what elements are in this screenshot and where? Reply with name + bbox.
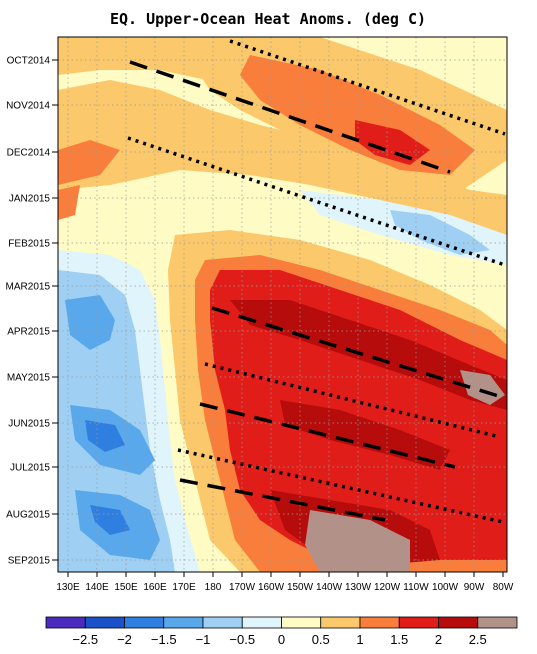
colorbar-label: −0.5: [229, 632, 255, 647]
colorbar-label: 1.5: [390, 632, 408, 647]
colorbar: −2.5 −2 −1.5 −1 −0.5 0 0.5 1 1.5 2 2.5: [45, 616, 518, 647]
x-tick-label: 170W: [229, 582, 256, 593]
colorbar-swatch: [124, 616, 165, 629]
dashed-line-4: [179, 478, 386, 522]
y-tick-label: NOV2014: [6, 101, 50, 112]
colorbar-swatch: [241, 616, 282, 629]
colorbar-label: −1.5: [151, 632, 177, 647]
colorbar-label: 2.5: [469, 632, 487, 647]
colorbar-swatch: [359, 616, 400, 629]
dotted-lines: [127, 39, 506, 524]
y-tick-label: FEB2015: [8, 239, 50, 250]
x-tick-label: 90W: [464, 582, 485, 593]
x-tick-label: 80W: [493, 582, 514, 593]
x-tick-label: 150W: [287, 582, 314, 593]
colorbar-label: −1: [196, 632, 211, 647]
plot-frame: [57, 36, 508, 573]
colorbar-swatch: [477, 616, 518, 629]
y-tick-label: JUL2015: [10, 463, 50, 474]
dotted-line-2: [127, 136, 506, 267]
region-cool-east-2: [390, 210, 490, 255]
y-tick-label: APR2015: [7, 327, 50, 338]
x-tick-label: 180: [205, 582, 222, 593]
region-2015-red: [210, 270, 507, 560]
chart-title: EQ. Upper-Ocean Heat Anoms. (deg C): [110, 10, 426, 28]
colorbar-label: −2.5: [72, 632, 98, 647]
y-tick-label: DEC2014: [7, 148, 51, 159]
colorbar-swatch: [281, 616, 322, 629]
colorbar-label: 0.5: [312, 632, 330, 647]
colorbar-swatch: [320, 616, 361, 629]
y-tick-label: SEP2015: [8, 556, 51, 567]
x-tick-label: 140W: [316, 582, 343, 593]
colorbar-swatch: [398, 616, 439, 629]
region-west-warm: [58, 140, 120, 185]
y-tick-label: OCT2014: [7, 56, 51, 67]
colorbar-swatch: [202, 616, 243, 629]
dashed-line-2: [211, 306, 506, 400]
colorbar-swatch: [45, 616, 86, 629]
region-max-2: [305, 510, 410, 572]
y-tick-label: JUN2015: [8, 419, 50, 430]
dotted-line-1: [229, 39, 506, 136]
region-west-cool-6: [85, 420, 125, 452]
colorbar-label: 1: [356, 632, 363, 647]
region-wave1-red: [355, 120, 430, 165]
x-tick-label: 170E: [172, 582, 196, 593]
colorbar-label: 0: [278, 632, 285, 647]
dotted-line-3: [204, 362, 501, 439]
colorbar-swatch: [438, 616, 479, 629]
colorbar-swatch: [84, 616, 125, 629]
y-tick-label: JAN2015: [9, 194, 51, 205]
dashed-line-3: [199, 402, 456, 469]
region-orange-band: [58, 80, 507, 240]
y-tick-label: MAY2015: [7, 373, 51, 384]
x-tick-label: 120W: [374, 582, 401, 593]
x-tick-label: 110W: [403, 582, 429, 593]
region-west-cool-3: [65, 295, 115, 350]
x-tick-label: 160W: [258, 582, 285, 593]
x-tick-label: 150E: [114, 582, 138, 593]
region-2015-darkred-1: [230, 300, 507, 410]
colorbar-swatch: [163, 616, 204, 629]
region-west-warm-2: [58, 185, 80, 220]
x-axis: 130E 140E 150E 160E 170E 180 170W 160W 150W 140W 1…: [56, 572, 514, 593]
y-axis: OCT2014 NOV2014 DEC2014 JAN2015 FEB2015 MAR20…: [6, 56, 58, 567]
x-tick-label: 100W: [432, 582, 459, 593]
x-tick-label: 140E: [85, 582, 109, 593]
y-tick-label: MAR2015: [6, 282, 51, 293]
x-tick-label: 160E: [143, 582, 167, 593]
region-2015-darkred-2: [280, 400, 450, 470]
heatmap-field: [58, 37, 507, 572]
dashed-line-1: [129, 60, 451, 174]
y-tick-label: AUG2015: [6, 510, 50, 521]
x-tick-label: 130W: [345, 582, 372, 593]
colorbar-label: 2: [435, 632, 442, 647]
colorbar-label: −2: [117, 632, 132, 647]
x-tick-label: 130E: [56, 582, 80, 593]
region-west-cool-7: [90, 505, 130, 535]
dashed-lines: [129, 60, 506, 522]
